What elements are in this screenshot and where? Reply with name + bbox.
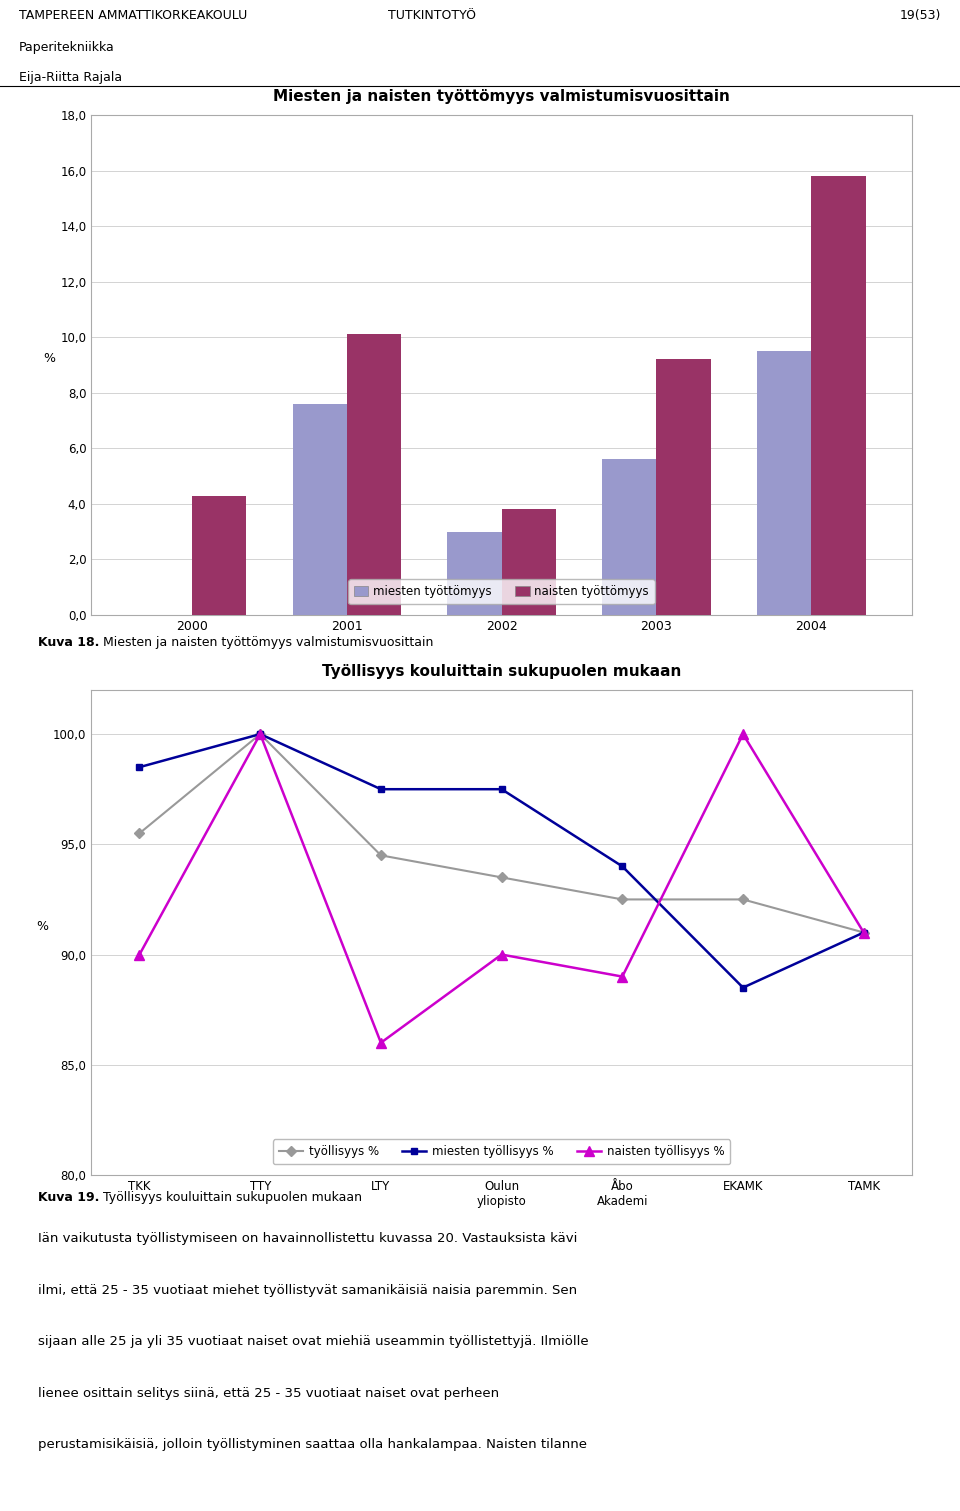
Text: lienee osittain selitys siinä, että 25 - 35 vuotiaat naiset ovat perheen: lienee osittain selitys siinä, että 25 -…: [38, 1387, 499, 1399]
Text: Kuva 18.: Kuva 18.: [38, 636, 104, 650]
Text: Iän vaikutusta työllistymiseen on havainnollistettu kuvassa 20. Vastauksista käv: Iän vaikutusta työllistymiseen on havain…: [38, 1233, 578, 1245]
Bar: [293, 403, 347, 615]
Legend: työllisyys %, miesten työllisyys %, naisten työllisyys %: työllisyys %, miesten työllisyys %, nais…: [274, 1139, 730, 1165]
Legend: miesten työttömyys, naisten työttömyys: miesten työttömyys, naisten työttömyys: [348, 579, 655, 604]
Text: 19(53): 19(53): [900, 9, 941, 23]
naisten työllisyys %: [858, 923, 870, 941]
Title: Miesten ja naisten työttömyys valmistumisvuosittain: Miesten ja naisten työttömyys valmistumi…: [274, 89, 730, 104]
Line: työllisyys %: työllisyys %: [136, 731, 867, 935]
Bar: [501, 509, 556, 615]
Bar: [347, 334, 401, 615]
Y-axis label: %: %: [43, 352, 55, 366]
työllisyys %: [254, 725, 266, 743]
työllisyys %: [375, 846, 387, 864]
Text: Työllisyys kouluittain sukupuolen mukaan: Työllisyys kouluittain sukupuolen mukaan: [103, 1191, 362, 1204]
naisten työllisyys %: [737, 725, 749, 743]
työllisyys %: [616, 890, 628, 908]
Text: TUTKINTOTYÖ: TUTKINTOTYÖ: [388, 9, 476, 23]
miesten työllisyys %: [375, 780, 387, 798]
miesten työllisyys %: [254, 725, 266, 743]
Line: naisten työllisyys %: naisten työllisyys %: [134, 730, 869, 1047]
Bar: [657, 360, 710, 615]
Bar: [192, 496, 246, 615]
työllisyys %: [858, 923, 870, 941]
Bar: [811, 177, 866, 615]
miesten työllisyys %: [737, 979, 749, 997]
Text: TAMPEREEN AMMATTIKORKEAKOULU: TAMPEREEN AMMATTIKORKEAKOULU: [19, 9, 248, 23]
naisten työllisyys %: [375, 1034, 387, 1052]
miesten työllisyys %: [858, 923, 870, 941]
naisten työllisyys %: [133, 946, 145, 964]
miesten työllisyys %: [133, 759, 145, 777]
Text: Kuva 19.: Kuva 19.: [38, 1191, 104, 1204]
Text: sijaan alle 25 ja yli 35 vuotiaat naiset ovat miehiä useammin työllistettyjä. Il: sijaan alle 25 ja yli 35 vuotiaat naiset…: [38, 1336, 589, 1348]
Title: Työllisyys kouluittain sukupuolen mukaan: Työllisyys kouluittain sukupuolen mukaan: [322, 665, 682, 678]
naisten työllisyys %: [495, 946, 507, 964]
Text: Miesten ja naisten työttömyys valmistumisvuosittain: Miesten ja naisten työttömyys valmistumi…: [103, 636, 433, 650]
Line: miesten työllisyys %: miesten työllisyys %: [136, 731, 867, 991]
Text: perustamisikäisiä, jolloin työllistyminen saattaa olla hankalampaa. Naisten tila: perustamisikäisiä, jolloin työllistymine…: [38, 1438, 588, 1452]
Bar: [602, 459, 657, 615]
naisten työllisyys %: [616, 967, 628, 985]
työllisyys %: [737, 890, 749, 908]
työllisyys %: [495, 869, 507, 887]
työllisyys %: [133, 823, 145, 842]
naisten työllisyys %: [254, 725, 266, 743]
Text: Eija-Riitta Rajala: Eija-Riitta Rajala: [19, 71, 122, 83]
Text: ilmi, että 25 - 35 vuotiaat miehet työllistyvät samanikäisiä naisia paremmin. Se: ilmi, että 25 - 35 vuotiaat miehet työll…: [38, 1284, 578, 1296]
Bar: [447, 532, 501, 615]
miesten työllisyys %: [616, 857, 628, 875]
Text: Paperitekniikka: Paperitekniikka: [19, 41, 115, 54]
Y-axis label: %: %: [36, 920, 48, 932]
Bar: [757, 351, 811, 615]
miesten työllisyys %: [495, 780, 507, 798]
